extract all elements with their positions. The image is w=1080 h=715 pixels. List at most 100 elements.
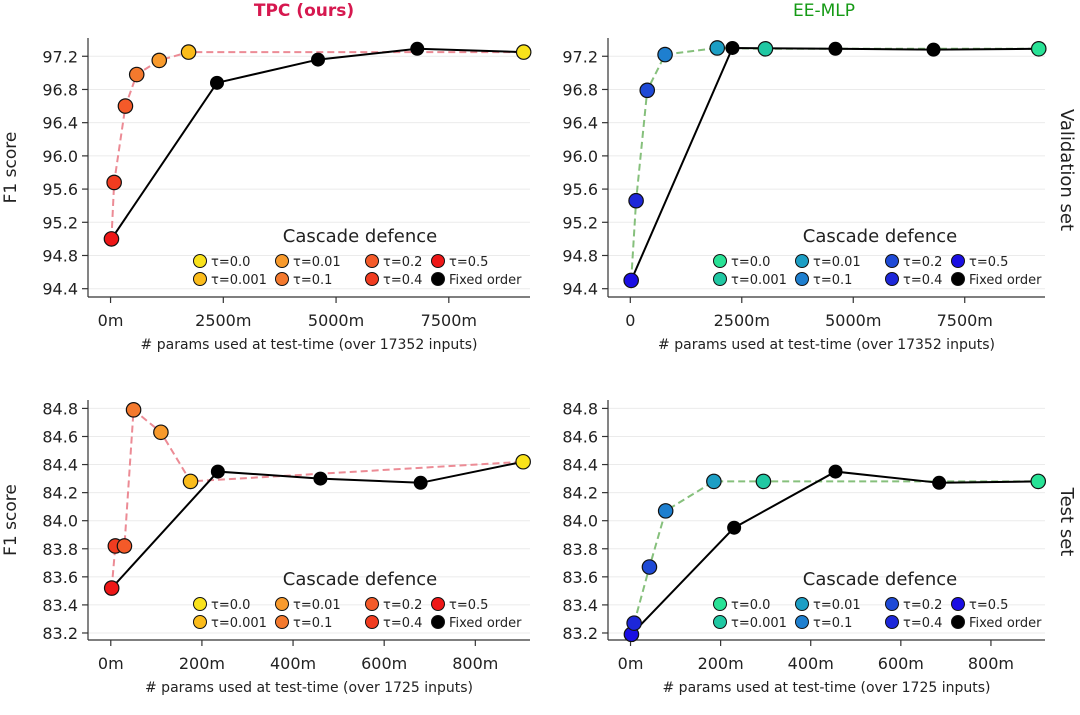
legend-marker-fixed-order — [432, 616, 445, 629]
legend-marker-0-001 — [194, 616, 207, 629]
legend-marker-0-1 — [796, 616, 809, 629]
legend-label-fixed-order: Fixed order — [969, 273, 1042, 288]
y-tick-label: 84.4 — [42, 456, 78, 475]
legend-marker-0-0 — [194, 255, 207, 268]
y-tick-label: 96.4 — [42, 114, 78, 133]
cascade-point-0-1 — [658, 47, 672, 61]
legend-marker-0-0 — [714, 598, 727, 611]
cascade-point-0-01 — [154, 425, 168, 439]
legend-marker-0-5 — [432, 598, 445, 611]
legend-marker-0-1 — [276, 273, 289, 286]
legend-label-0-0: τ=0.0 — [731, 598, 770, 613]
legend: Cascade defence τ=0.0 τ=0.01 τ=0.2 τ=0.5 τ=0.… — [194, 569, 523, 631]
x-tick-label: 800m — [452, 654, 498, 673]
legend-label-0-4: τ=0.4 — [383, 273, 422, 288]
legend-label-0-0: τ=0.0 — [731, 255, 770, 270]
cascade-point-0-2 — [642, 560, 656, 574]
legend-marker-fixed-order — [432, 273, 445, 286]
fixed-order-point — [927, 43, 940, 56]
row-label-test: Test set — [1056, 487, 1077, 557]
cascade-point-0-2 — [118, 99, 132, 113]
panel-tpc-validation-set: 94.4 94.8 95.2 95.6 96.0 96.4 96.8 97.2 0m 2500m 5… — [1, 38, 531, 353]
cascade-point-0-01 — [707, 474, 721, 488]
fixed-order-point — [829, 42, 842, 55]
y-tick-label: 97.2 — [42, 47, 78, 66]
y-tick-label: 84.2 — [42, 484, 78, 503]
legend-label-0-01: τ=0.01 — [293, 255, 341, 270]
cascade-point-0-001 — [181, 45, 195, 59]
column-title-tpc: TPC (ours) — [254, 1, 354, 21]
x-tick-label: 7500m — [421, 311, 477, 330]
legend-label-fixed-order: Fixed order — [969, 616, 1042, 631]
legend-marker-0-0 — [194, 598, 207, 611]
y-axis-label: F1 score — [1, 484, 21, 556]
x-tick-label: 0m — [98, 654, 124, 673]
legend-title: Cascade defence — [803, 226, 957, 247]
y-tick-label: 83.6 — [562, 568, 598, 587]
legend-label-0-2: τ=0.2 — [383, 255, 422, 270]
x-tick-label: 5000m — [825, 311, 881, 330]
column-title-ee-mlp: EE-MLP — [793, 1, 855, 21]
legend-label-0-1: τ=0.1 — [293, 616, 332, 631]
y-tick-label: 94.8 — [42, 246, 78, 265]
cascade-point-0-001 — [756, 474, 770, 488]
legend-marker-0-01 — [796, 255, 809, 268]
legend-label-0-4: τ=0.4 — [903, 273, 942, 288]
x-axis-label: # params used at test-time (over 1725 in… — [663, 680, 991, 696]
legend: Cascade defence τ=0.0 τ=0.01 τ=0.2 τ=0.5 τ=0.… — [714, 226, 1043, 288]
legend-marker-0-01 — [796, 598, 809, 611]
legend-marker-fixed-order — [952, 273, 965, 286]
legend-marker-0-5 — [952, 255, 965, 268]
fixed-order-point — [312, 53, 325, 66]
legend-title: Cascade defence — [803, 569, 957, 590]
y-tick-label: 84.6 — [42, 427, 78, 446]
y-tick-label: 96.0 — [42, 147, 78, 166]
legend-marker-0-2 — [366, 255, 379, 268]
x-tick-label: 400m — [788, 654, 834, 673]
legend-marker-0-1 — [276, 616, 289, 629]
legend-marker-0-2 — [886, 598, 899, 611]
y-tick-label: 84.0 — [562, 512, 598, 531]
y-tick-label: 83.2 — [42, 624, 78, 643]
y-tick-label: 96.4 — [562, 114, 598, 133]
cascade-point-0-0 — [1032, 42, 1046, 56]
y-tick-label: 83.2 — [562, 624, 598, 643]
panel-tpc-test-set: 83.2 83.4 83.6 83.8 84.0 84.2 84.4 84.6 84.8 0m 20… — [1, 399, 530, 696]
legend-label-0-1: τ=0.1 — [293, 273, 332, 288]
y-tick-label: 96.8 — [42, 80, 78, 99]
cascade-point-0-4 — [629, 194, 643, 208]
legend-marker-fixed-order — [952, 616, 965, 629]
legend-marker-0-2 — [366, 598, 379, 611]
x-tick-label: 5000m — [308, 311, 364, 330]
y-tick-label: 83.6 — [42, 568, 78, 587]
fixed-order-point — [933, 476, 946, 489]
legend: Cascade defence τ=0.0 τ=0.01 τ=0.2 τ=0.5 τ=0.… — [194, 226, 523, 288]
row-label-validation: Validation set — [1056, 109, 1077, 231]
cascade-series-line — [111, 52, 523, 239]
legend-label-0-2: τ=0.2 — [383, 598, 422, 613]
y-tick-label: 83.8 — [42, 540, 78, 559]
legend-marker-0-0 — [714, 255, 727, 268]
legend-marker-0-1 — [796, 273, 809, 286]
fixed-order-point — [210, 76, 223, 89]
fixed-order-point — [414, 476, 427, 489]
legend-label-0-01: τ=0.01 — [813, 255, 861, 270]
y-tick-label: 84.8 — [42, 399, 78, 418]
y-tick-label: 94.4 — [42, 280, 78, 299]
x-tick-label: 7500m — [937, 311, 993, 330]
legend-label-0-2: τ=0.2 — [903, 598, 942, 613]
y-tick-label: 83.4 — [562, 596, 598, 615]
cascade-point-0-001 — [758, 42, 772, 56]
y-tick-label: 96.8 — [562, 80, 598, 99]
cascade-point-0-01 — [152, 53, 166, 67]
y-tick-label: 94.4 — [562, 280, 598, 299]
panel-ee-mlp-validation-set: 94.4 94.8 95.2 95.6 96.0 96.4 96.8 97.2 0 2500m 50… — [562, 38, 1046, 353]
legend-label-0-0: τ=0.0 — [211, 598, 250, 613]
legend-label-fixed-order: Fixed order — [449, 273, 522, 288]
x-tick-label: 200m — [698, 654, 744, 673]
legend-marker-0-01 — [276, 598, 289, 611]
legend-marker-0-4 — [886, 616, 899, 629]
cascade-point-0-4 — [627, 616, 641, 630]
legend-marker-0-4 — [886, 273, 899, 286]
legend-label-0-2: τ=0.2 — [903, 255, 942, 270]
